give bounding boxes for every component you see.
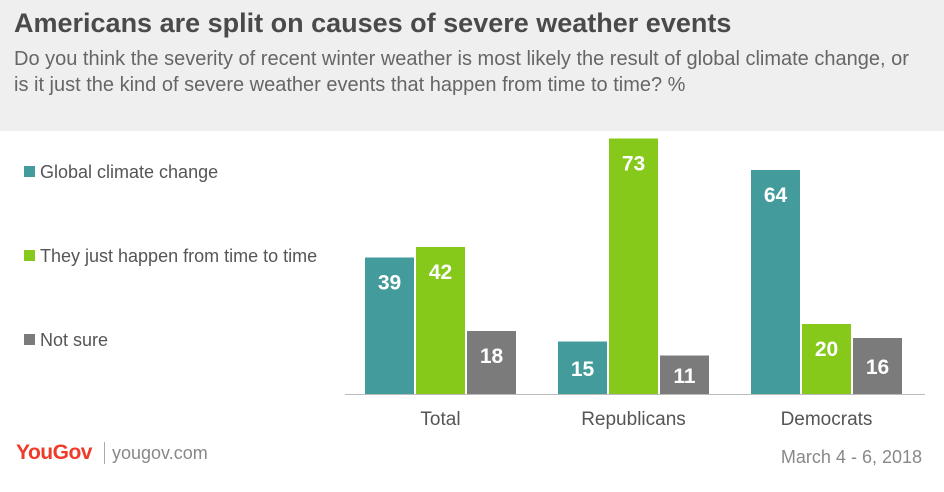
legend-item-not-sure: Not sure xyxy=(24,328,324,352)
bar-total-series-1 xyxy=(416,247,465,394)
bar-republicans-series-1 xyxy=(609,138,658,394)
legend-swatch xyxy=(24,166,35,177)
x-tick-label: Democrats xyxy=(781,409,873,430)
bar-total-series-2 xyxy=(467,331,516,394)
legend-item-global-climate-change: Global climate change xyxy=(24,160,324,184)
bar-democrats-series-2 xyxy=(853,338,902,394)
legend-label: They just happen from time to time xyxy=(40,246,318,266)
header: Americans are split on causes of severe … xyxy=(0,0,944,131)
x-tick-label: Total xyxy=(420,409,460,430)
data-label: 42 xyxy=(429,261,452,284)
data-label: 73 xyxy=(622,153,645,176)
footer-url[interactable]: yougov.com xyxy=(112,443,208,463)
x-tick-label: Republicans xyxy=(581,409,686,430)
legend-label: Global climate change xyxy=(40,162,219,182)
data-label: 20 xyxy=(815,338,838,361)
footer-divider xyxy=(104,442,105,464)
data-label: 16 xyxy=(866,356,889,379)
legend-swatch xyxy=(24,250,35,261)
data-label: 18 xyxy=(480,345,504,368)
legend-swatch xyxy=(24,334,35,345)
data-label: 11 xyxy=(673,365,696,388)
bar-republicans-series-2 xyxy=(660,355,709,394)
bar-democrats-series-0 xyxy=(751,170,800,394)
footer-date: March 4 - 6, 2018 xyxy=(780,447,922,467)
chart-subtitle: Do you think the severity of recent wint… xyxy=(14,48,909,96)
data-label: 39 xyxy=(378,272,401,295)
bar-total-series-0 xyxy=(365,257,414,394)
bar-chart: 39 42 18 Total 15 73 11 Republicans 64 20 16 Democr… xyxy=(345,138,925,430)
data-label: 15 xyxy=(571,358,595,381)
data-label: 64 xyxy=(764,184,788,207)
legend-item-just-happen: They just happen from time to time xyxy=(24,244,324,268)
legend-label: Not sure xyxy=(40,330,109,350)
bar-democrats-series-1 xyxy=(802,324,851,394)
bar-republicans-series-0 xyxy=(558,341,607,394)
yougov-logo: YouGov xyxy=(16,441,92,464)
chart-title: Americans are split on causes of severe … xyxy=(14,8,732,38)
